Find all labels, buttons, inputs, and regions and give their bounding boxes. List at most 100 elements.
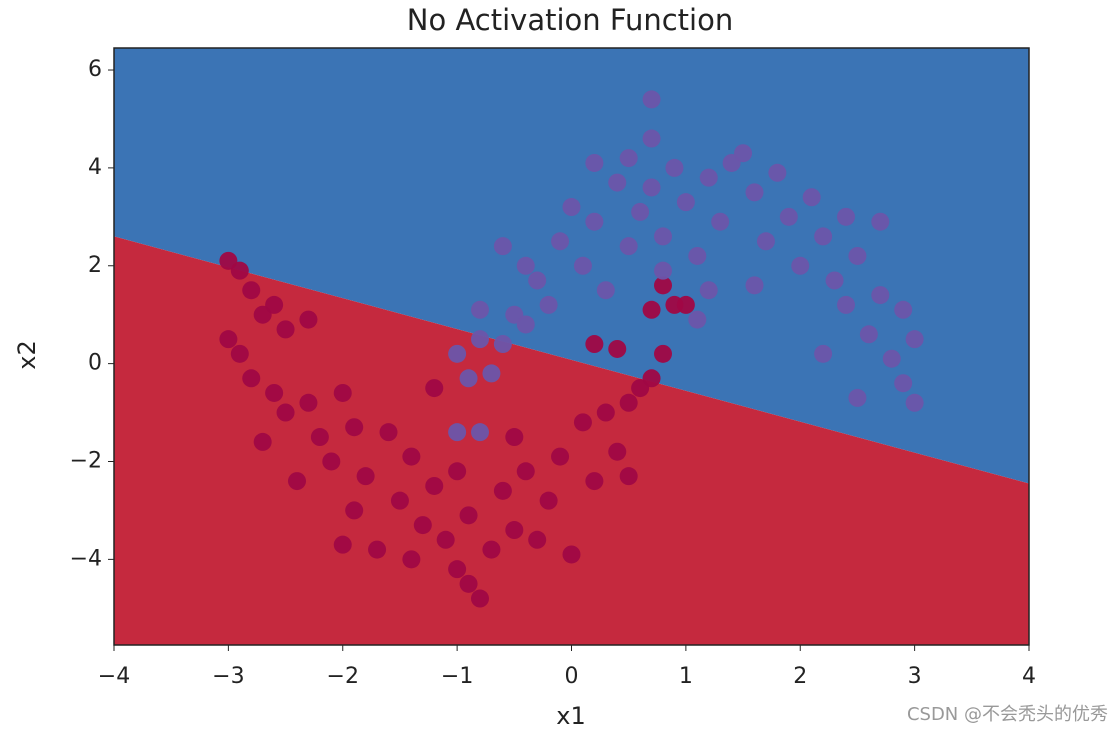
point: [288, 472, 306, 491]
point: [539, 491, 558, 510]
point: [756, 232, 775, 251]
point: [642, 369, 661, 388]
region-above: [114, 48, 1029, 484]
point: [642, 129, 661, 148]
point: [699, 168, 718, 187]
x-tick-label: 2: [793, 664, 807, 689]
x-tick-label: −2: [327, 664, 359, 689]
point: [745, 183, 764, 202]
point: [894, 374, 913, 393]
chart-title: No Activation Function: [407, 3, 733, 37]
point: [413, 516, 432, 535]
y-axis-label: x2: [13, 340, 41, 369]
point: [242, 281, 261, 300]
point: [390, 491, 409, 510]
point: [848, 246, 867, 265]
point: [619, 149, 638, 168]
point: [482, 364, 501, 383]
point: [528, 530, 547, 549]
point: [299, 393, 318, 412]
point: [585, 153, 604, 172]
point: [230, 261, 249, 280]
point: [493, 335, 512, 354]
point: [791, 256, 810, 275]
point: [493, 237, 512, 256]
point: [471, 423, 489, 442]
watermark: CSDN @不会秃头的优秀: [907, 704, 1108, 725]
point: [871, 286, 890, 305]
point: [745, 276, 764, 295]
point: [356, 467, 375, 486]
point: [905, 330, 924, 349]
point: [688, 246, 707, 265]
point: [734, 144, 753, 163]
y-tick-label: 2: [88, 253, 102, 278]
point: [562, 545, 581, 564]
point: [345, 501, 364, 520]
point: [825, 271, 844, 290]
point: [425, 379, 444, 398]
point: [871, 212, 890, 231]
point: [528, 271, 547, 290]
point: [493, 481, 512, 500]
point: [402, 447, 421, 466]
x-tick-label: −1: [441, 664, 473, 689]
point: [619, 237, 638, 256]
point: [596, 281, 615, 300]
point: [482, 540, 501, 559]
y-tick-label: 6: [88, 57, 102, 82]
y-tick-label: −2: [70, 448, 102, 473]
point: [711, 212, 730, 231]
y-tick-label: 0: [88, 351, 102, 376]
point: [848, 388, 867, 407]
point: [699, 281, 718, 300]
point: [345, 418, 364, 437]
point: [573, 413, 592, 432]
point: [814, 227, 833, 246]
point: [516, 256, 535, 275]
point: [894, 300, 913, 319]
point: [596, 403, 615, 422]
point: [253, 432, 272, 451]
x-tick-label: −3: [212, 664, 244, 689]
point: [448, 462, 467, 481]
point: [425, 476, 444, 495]
point: [802, 188, 821, 207]
point: [471, 300, 489, 319]
point: [322, 452, 341, 471]
point: [333, 383, 352, 402]
y-tick-label: 4: [88, 155, 102, 180]
point: [230, 344, 249, 363]
point: [402, 550, 421, 569]
point: [585, 212, 604, 231]
point: [368, 540, 387, 559]
point: [539, 295, 558, 314]
point: [837, 207, 855, 226]
point: [585, 335, 604, 354]
point: [608, 173, 627, 192]
point: [505, 428, 524, 447]
point: [310, 428, 329, 447]
point: [505, 521, 524, 540]
point: [219, 330, 238, 349]
x-tick-label: 0: [565, 664, 579, 689]
y-tick-label: −4: [70, 546, 102, 571]
point: [471, 589, 489, 608]
point: [333, 535, 352, 554]
point: [688, 310, 707, 329]
point: [436, 530, 455, 549]
point: [882, 349, 901, 368]
point: [276, 320, 295, 339]
point: [265, 383, 284, 402]
point: [459, 506, 478, 525]
point: [654, 227, 672, 246]
point: [642, 90, 661, 109]
point: [859, 325, 878, 344]
point: [619, 467, 638, 486]
point: [768, 163, 787, 182]
point: [608, 339, 627, 358]
x-tick-label: 4: [1022, 664, 1036, 689]
point: [459, 574, 478, 593]
point: [516, 315, 535, 334]
